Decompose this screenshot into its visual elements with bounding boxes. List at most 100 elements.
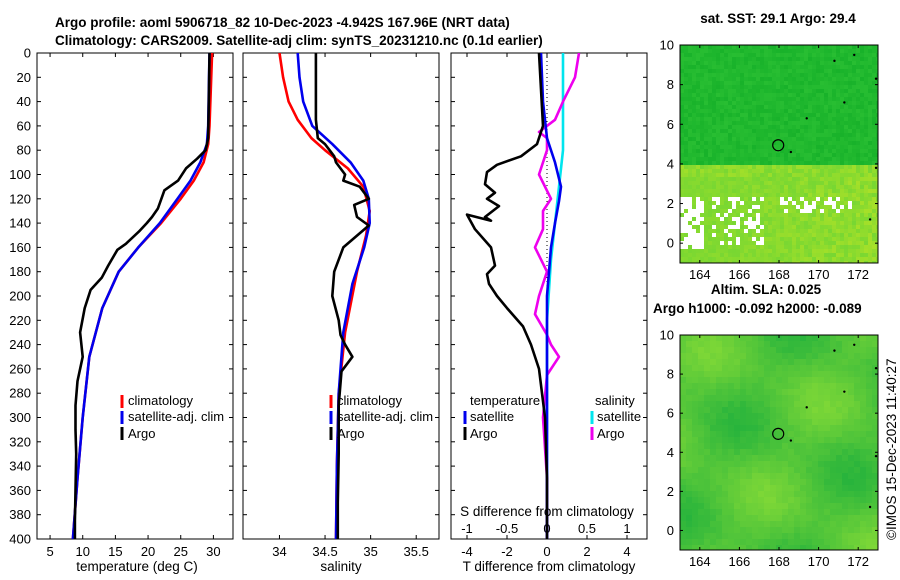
legend-salinity-title: salinity — [595, 393, 635, 408]
map-y-tick-label: 6 — [667, 117, 674, 132]
depth-tick-label: 80 — [17, 143, 31, 158]
map-x-tick-label: 166 — [729, 554, 751, 569]
depth-tick-label: 320 — [9, 434, 31, 449]
x-tick-label: 2 — [583, 544, 590, 559]
depth-tick-label: 360 — [9, 483, 31, 498]
map-y-tick-label: 0 — [667, 236, 674, 251]
map-x-tick-label: 168 — [768, 554, 790, 569]
legend-s-argo-label: Argo — [597, 426, 624, 441]
map-x-tick-label: 170 — [808, 554, 830, 569]
map-y-tick-label: 6 — [667, 406, 674, 421]
x-tick-label: 25 — [173, 544, 187, 559]
t-satellite-line — [539, 53, 563, 539]
s-argo-line — [533, 53, 581, 539]
legend-argo-label: Argo — [337, 426, 364, 441]
x-tick-label: 15 — [108, 544, 122, 559]
x-tick-label: -2 — [501, 544, 513, 559]
depth-tick-label: 340 — [9, 459, 31, 474]
axis-ticks: 0204060801001201401601802002202402602803… — [9, 46, 647, 559]
legend-climatology-label: climatology — [337, 393, 403, 408]
t-difference-xlabel: T difference from climatology — [463, 559, 636, 574]
map-x-tick-label: 164 — [689, 554, 711, 569]
sst-map — [680, 45, 878, 263]
depth-tick-label: 400 — [9, 532, 31, 547]
map-y-tick-label: 8 — [667, 367, 674, 382]
temperature-series — [71, 53, 214, 539]
temperature-satellite-line — [71, 53, 211, 539]
sst-map-title: sat. SST: 29.1 Argo: 29.4 — [700, 11, 856, 26]
depth-tick-label: 200 — [9, 289, 31, 304]
salinity-satellite-line — [296, 53, 372, 539]
temperature-legend: climatology satellite-adj. clim Argo — [120, 393, 224, 441]
x-tick-label: 10 — [75, 544, 89, 559]
s-diff-tick-label: -0.5 — [496, 521, 518, 536]
map-axis-ticks: 164 166 168 170 172 0 2 4 6 8 10 164 166 168 170 172 0 2 4… — [660, 38, 878, 569]
salinity-legend: climatology satellite-adj. clim Argo — [329, 393, 433, 441]
salinity-axes — [242, 52, 440, 540]
legend-temperature-title: temperature — [470, 393, 540, 408]
legend-argo-label: Argo — [128, 426, 155, 441]
depth-tick-label: 160 — [9, 240, 31, 255]
depth-tick-label: 280 — [9, 386, 31, 401]
credit-text: ©IMOS 15-Dec-2023 11:40:27 — [884, 358, 899, 540]
map-y-tick-label: 2 — [667, 196, 674, 211]
map-x-tick-label: 164 — [689, 267, 711, 282]
depth-tick-label: 300 — [9, 410, 31, 425]
difference-series — [465, 53, 581, 539]
depth-tick-label: 40 — [17, 94, 31, 109]
temperature-argo-line — [73, 53, 211, 539]
t-argo-line — [465, 53, 549, 539]
legend-satellite-label: satellite-adj. clim — [337, 409, 433, 424]
map-x-tick-label: 170 — [808, 267, 830, 282]
s-diff-tick-label: 1 — [623, 521, 630, 536]
temperature-axes — [36, 52, 234, 540]
map-y-tick-label: 4 — [667, 445, 674, 460]
argo-location-marker — [772, 427, 785, 440]
depth-tick-label: 240 — [9, 337, 31, 352]
x-tick-label: 0 — [543, 544, 550, 559]
s-diff-tick-label: -1 — [461, 521, 473, 536]
salinity-xlabel: salinity — [320, 559, 362, 574]
depth-tick-label: 60 — [17, 118, 31, 133]
legend-satellite-label: satellite-adj. clim — [128, 409, 224, 424]
depth-tick-label: 120 — [9, 191, 31, 206]
temperature-xlabel: temperature (deg C) — [76, 559, 198, 574]
salinity-series — [278, 53, 372, 539]
x-tick-label: 35.5 — [404, 544, 429, 559]
map-x-tick-label: 168 — [768, 267, 790, 282]
salinity-climatology-line — [278, 53, 372, 539]
x-tick-label: 4 — [623, 544, 630, 559]
s-satellite-line — [545, 53, 565, 539]
map-y-tick-label: 4 — [667, 156, 674, 171]
x-tick-label: -4 — [461, 544, 473, 559]
x-tick-label: 34 — [272, 544, 286, 559]
depth-tick-label: 220 — [9, 313, 31, 328]
x-tick-label: 30 — [206, 544, 220, 559]
s-diff-tick-label: 0.5 — [578, 521, 596, 536]
difference-legend: temperature satellite Argo salinity sate… — [463, 393, 641, 441]
sla-map — [680, 335, 878, 550]
sla-map-title-2: Argo h1000: -0.092 h2000: -0.089 — [653, 301, 862, 316]
s-difference-xlabel: S difference from climatology — [460, 504, 634, 519]
sla-map-title-1: Altim. SLA: 0.025 — [711, 282, 822, 297]
map-x-tick-label: 166 — [729, 267, 751, 282]
title-line-1: Argo profile: aoml 5906718_82 10-Dec-202… — [55, 15, 510, 30]
depth-tick-label: 140 — [9, 216, 31, 231]
legend-t-argo-label: Argo — [470, 426, 497, 441]
map-x-tick-label: 172 — [847, 267, 869, 282]
depth-tick-label: 100 — [9, 167, 31, 182]
title-line-2: Climatology: CARS2009. Satellite-adj cli… — [55, 33, 543, 48]
x-tick-label: 35 — [363, 544, 377, 559]
x-tick-label: 5 — [46, 544, 53, 559]
temperature-climatology-line — [71, 53, 214, 539]
depth-tick-label: 180 — [9, 264, 31, 279]
depth-tick-label: 0 — [24, 46, 31, 61]
map-x-tick-label: 172 — [847, 554, 869, 569]
x-tick-label: 34.5 — [312, 544, 337, 559]
depth-tick-label: 260 — [9, 361, 31, 376]
map-y-tick-label: 2 — [667, 484, 674, 499]
map-y-tick-label: 10 — [660, 38, 674, 53]
legend-t-satellite-label: satellite — [470, 409, 514, 424]
x-tick-label: 20 — [141, 544, 155, 559]
